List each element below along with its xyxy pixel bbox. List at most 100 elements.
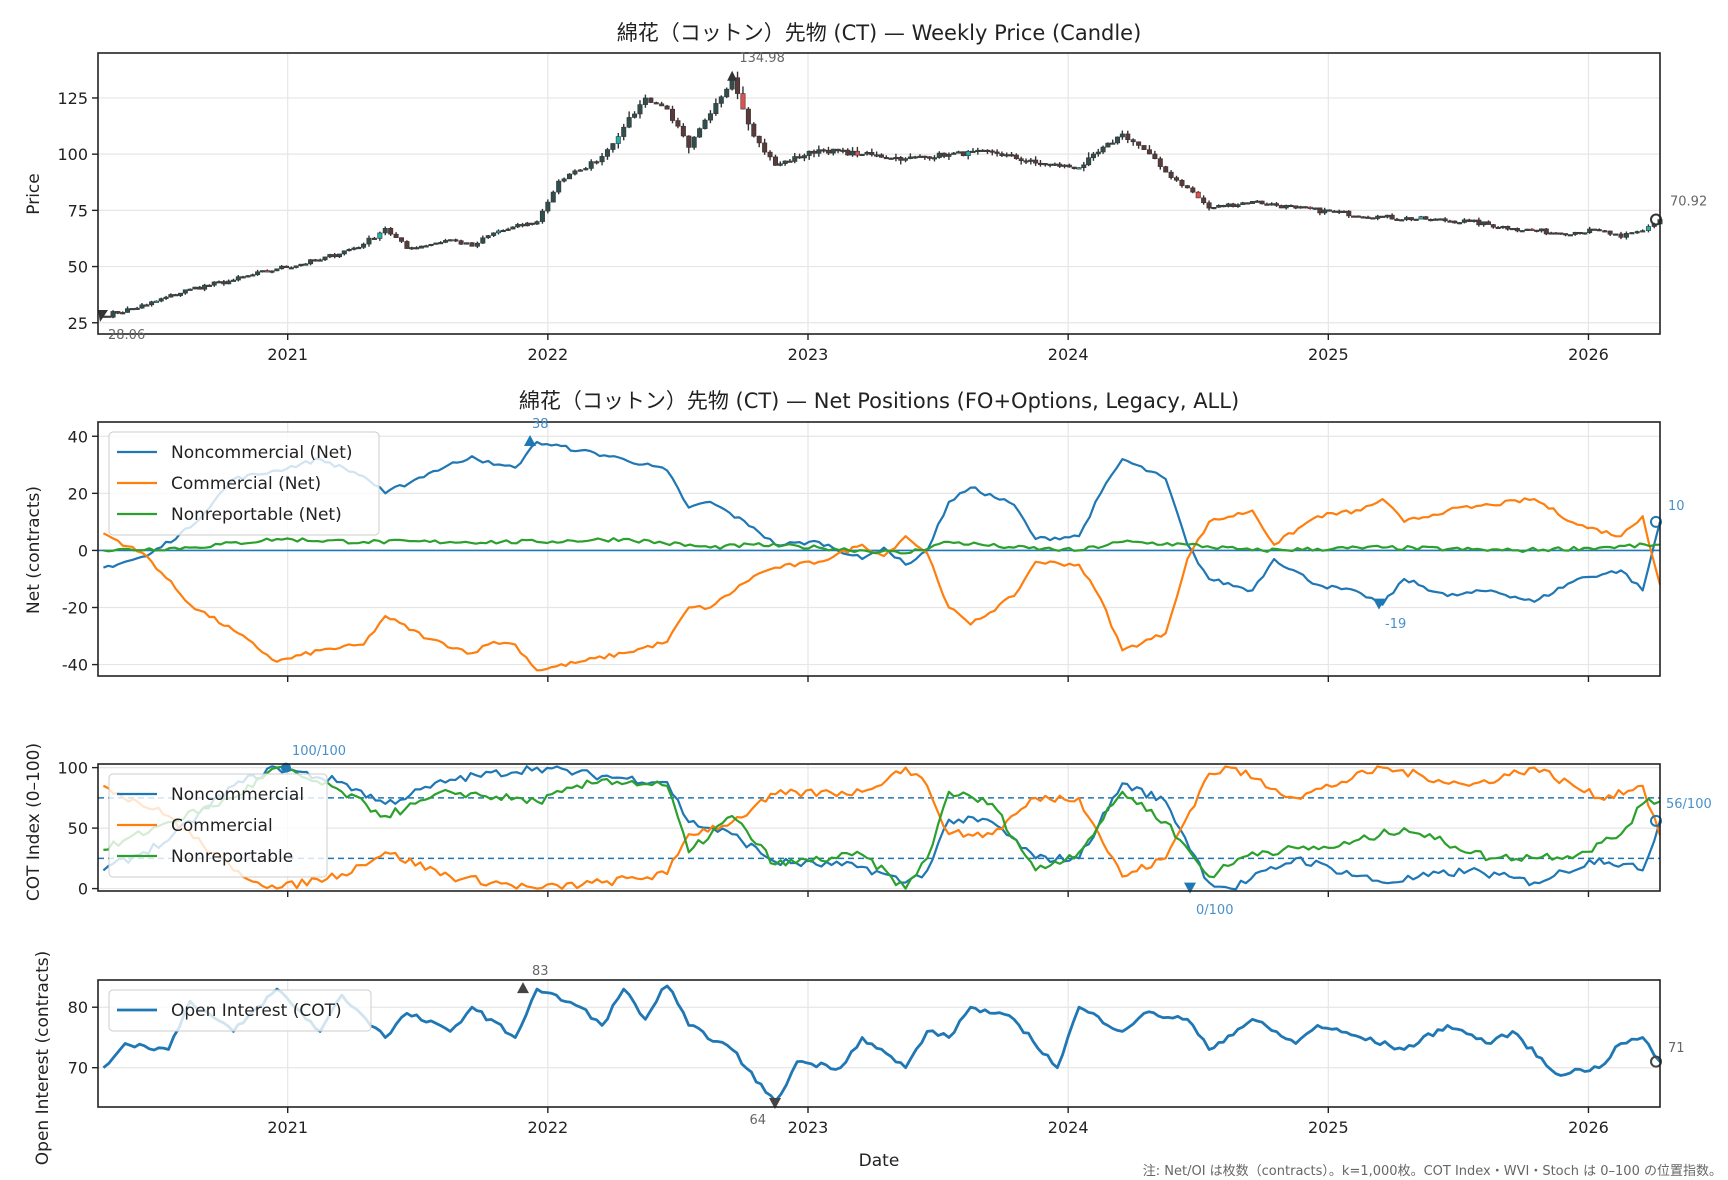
series-line-commercial bbox=[102, 765, 1662, 890]
y-tick-label: 50 bbox=[68, 819, 88, 838]
candle-body bbox=[1033, 159, 1039, 164]
candle-body bbox=[366, 237, 372, 245]
price-last-label: 70.92 bbox=[1670, 195, 1707, 210]
y-tick-label: 0 bbox=[78, 541, 88, 560]
candle-body bbox=[115, 311, 121, 314]
candle-body bbox=[393, 233, 399, 238]
candle-body bbox=[1047, 163, 1053, 166]
candle-body bbox=[653, 102, 659, 105]
candle-body bbox=[433, 242, 439, 245]
candle-body bbox=[351, 247, 357, 250]
candle-body bbox=[907, 156, 913, 159]
candle-body bbox=[1514, 228, 1520, 232]
x-tick-label: 2023 bbox=[788, 1118, 829, 1137]
candle-body bbox=[883, 157, 889, 160]
candle-body bbox=[556, 180, 562, 193]
price-grid bbox=[98, 53, 1660, 334]
candle-body bbox=[1254, 200, 1260, 203]
candle-body bbox=[740, 93, 746, 110]
candle-body bbox=[187, 288, 193, 291]
candle-body bbox=[1567, 234, 1573, 237]
last-marker-icon bbox=[1650, 213, 1662, 226]
series-line-noncommercial bbox=[102, 765, 1662, 891]
y-tick-label: 50 bbox=[68, 258, 88, 277]
net-legend: Noncommercial (Net) Commercial (Net) Nonre… bbox=[108, 431, 380, 536]
candle-body bbox=[1312, 207, 1318, 210]
candle-body bbox=[637, 104, 643, 115]
legend-label: Commercial bbox=[171, 816, 273, 836]
candle-body bbox=[283, 265, 289, 268]
candle-body bbox=[1090, 153, 1096, 159]
candle-body bbox=[1163, 166, 1169, 173]
candle-body bbox=[1240, 202, 1246, 205]
candle-body bbox=[1136, 141, 1142, 146]
candle-body bbox=[583, 168, 589, 171]
candle-body bbox=[927, 156, 933, 159]
series-line-nonreportable-net- bbox=[103, 537, 1661, 555]
candle-body bbox=[707, 113, 713, 121]
candle-body bbox=[1394, 218, 1400, 221]
oi-y-ticks: 70 80 bbox=[68, 998, 98, 1078]
candle-body bbox=[936, 152, 942, 158]
candle-body bbox=[697, 128, 703, 138]
candle-body bbox=[615, 136, 621, 144]
candle-body bbox=[811, 150, 817, 154]
candle-body bbox=[903, 158, 909, 161]
candle-body bbox=[1447, 220, 1453, 223]
candle-body bbox=[356, 247, 362, 250]
candle-body bbox=[125, 308, 131, 313]
legend-box bbox=[108, 773, 328, 878]
candle-body bbox=[691, 136, 697, 148]
candle-body bbox=[288, 267, 294, 270]
candle-body bbox=[792, 156, 798, 162]
x-tick-label: 2026 bbox=[1568, 345, 1609, 364]
x-tick-label: 2023 bbox=[788, 345, 829, 364]
candle-body bbox=[322, 256, 328, 261]
y-tick-label: -40 bbox=[62, 656, 88, 675]
oi-max-label: 83 bbox=[532, 964, 549, 979]
price-y-label: Price bbox=[24, 173, 44, 214]
candle-body bbox=[1023, 160, 1029, 163]
candle-body bbox=[621, 126, 627, 137]
candle-body bbox=[686, 135, 692, 148]
candle-body bbox=[878, 154, 884, 158]
candle-body bbox=[1490, 224, 1496, 228]
last-marker-icon bbox=[1650, 814, 1662, 827]
candle-body bbox=[226, 280, 232, 285]
candle-body bbox=[745, 108, 751, 125]
candle-body bbox=[1259, 200, 1265, 205]
oi-last-label: 71 bbox=[1668, 1041, 1685, 1056]
candle-body bbox=[1418, 216, 1424, 220]
candle-body bbox=[1235, 204, 1241, 208]
candle-body bbox=[453, 239, 459, 242]
candle-body bbox=[864, 152, 870, 155]
candle-body bbox=[371, 237, 377, 240]
candle-body bbox=[1009, 154, 1015, 157]
candle-body bbox=[1119, 133, 1125, 138]
candle-body bbox=[409, 247, 415, 250]
candle-body bbox=[404, 241, 410, 249]
candle-body bbox=[173, 294, 179, 297]
min-marker-icon bbox=[769, 1097, 781, 1109]
candle-body bbox=[399, 237, 405, 242]
candle-body bbox=[1413, 218, 1419, 221]
cot-y-ticks: 0 50 100 bbox=[57, 759, 98, 899]
candle-body bbox=[888, 157, 894, 160]
candle-body bbox=[1618, 233, 1624, 238]
candle-body bbox=[293, 265, 299, 268]
candle-body bbox=[787, 160, 793, 163]
candle-body bbox=[1538, 228, 1544, 232]
candle-body bbox=[567, 173, 573, 180]
candle-body bbox=[1365, 216, 1371, 219]
candle-body bbox=[1476, 219, 1482, 226]
legend-label: Commercial (Net) bbox=[171, 474, 321, 494]
candle-body bbox=[327, 254, 333, 258]
candle-body bbox=[1211, 207, 1217, 210]
candle-body bbox=[134, 307, 140, 310]
candle-body bbox=[1442, 218, 1448, 222]
cot-min-label: 0/100 bbox=[1196, 903, 1233, 918]
net-last-label: 10 bbox=[1668, 499, 1685, 514]
y-tick-label: 20 bbox=[68, 484, 88, 503]
candle-body bbox=[632, 113, 638, 118]
x-tick-label: 2022 bbox=[527, 1118, 568, 1137]
